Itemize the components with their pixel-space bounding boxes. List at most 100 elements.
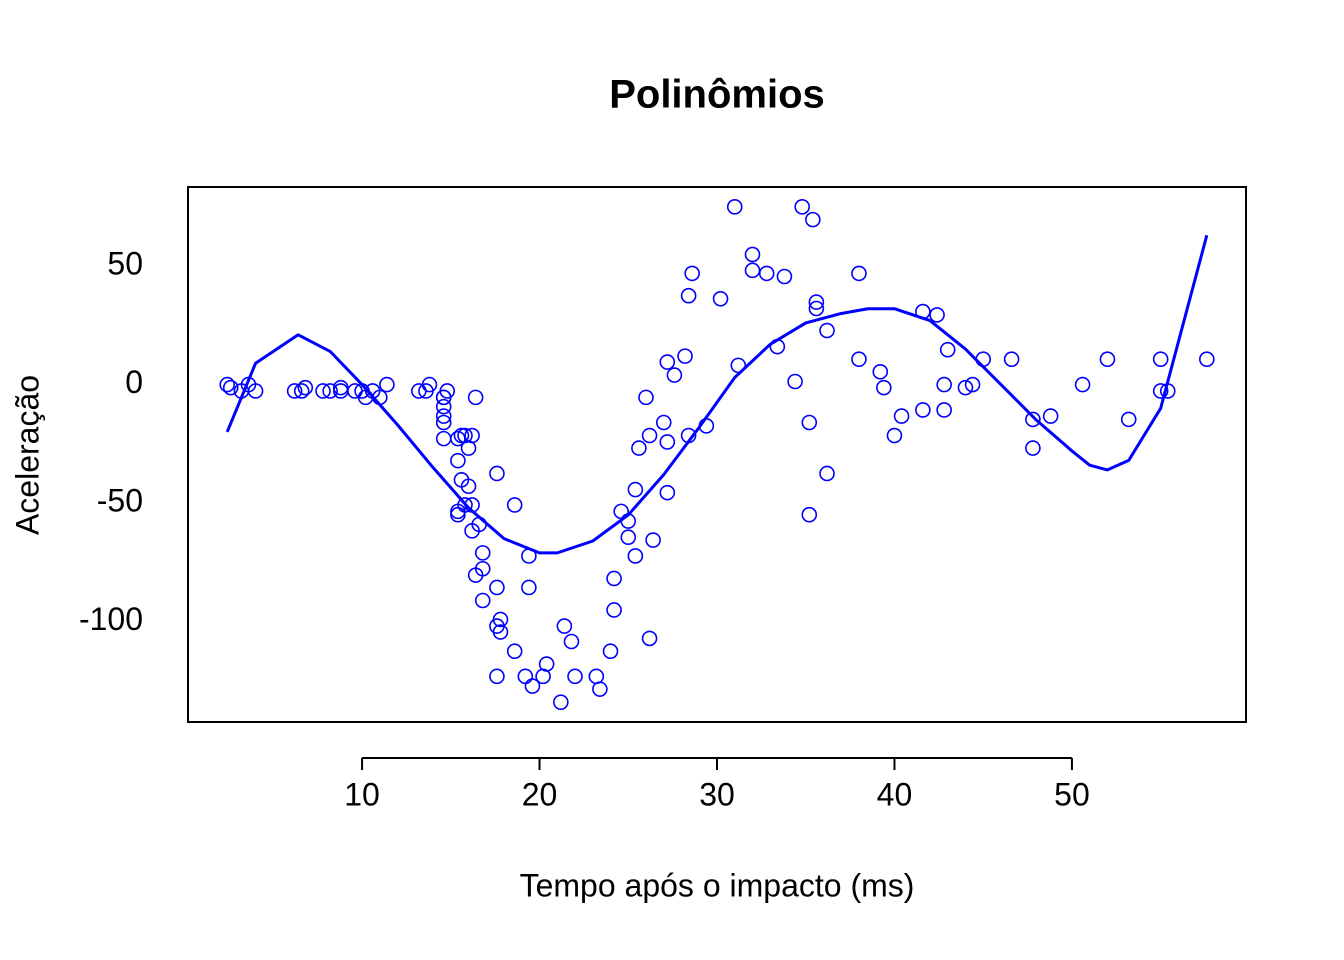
point bbox=[659, 354, 676, 370]
point bbox=[315, 383, 331, 399]
point bbox=[435, 398, 452, 415]
point bbox=[726, 199, 743, 215]
point bbox=[222, 379, 239, 396]
point bbox=[464, 427, 480, 444]
point bbox=[805, 211, 821, 228]
point bbox=[641, 427, 658, 444]
point bbox=[801, 506, 818, 523]
plot-frame bbox=[187, 186, 1247, 723]
point bbox=[1199, 351, 1215, 368]
point bbox=[851, 351, 867, 368]
point bbox=[776, 268, 793, 285]
point bbox=[517, 668, 534, 685]
point bbox=[666, 367, 683, 383]
point bbox=[712, 290, 729, 307]
x-tick-label: 40 bbox=[877, 776, 913, 812]
point bbox=[474, 592, 491, 609]
point bbox=[556, 618, 573, 634]
point bbox=[915, 402, 931, 418]
point bbox=[489, 465, 505, 482]
point bbox=[492, 624, 509, 640]
point bbox=[964, 376, 981, 393]
chart-title: Polinômios bbox=[609, 73, 825, 117]
x-axis-label: Tempo após o impacto (ms) bbox=[520, 867, 915, 903]
point bbox=[758, 265, 775, 282]
point bbox=[567, 668, 583, 685]
point bbox=[659, 434, 676, 450]
point bbox=[379, 376, 395, 393]
point bbox=[506, 643, 523, 660]
point bbox=[808, 294, 825, 310]
point bbox=[939, 341, 956, 358]
point bbox=[677, 348, 693, 364]
point bbox=[808, 300, 825, 317]
point bbox=[1152, 351, 1169, 368]
point bbox=[1099, 351, 1116, 368]
point bbox=[893, 408, 910, 424]
point bbox=[851, 265, 867, 282]
point bbox=[638, 389, 654, 406]
point bbox=[744, 246, 761, 263]
point bbox=[1003, 351, 1020, 368]
point bbox=[435, 408, 452, 424]
point bbox=[1042, 408, 1059, 424]
point bbox=[886, 427, 903, 444]
point bbox=[627, 481, 644, 498]
point bbox=[957, 379, 974, 396]
point bbox=[872, 363, 889, 380]
point bbox=[474, 545, 491, 561]
x-tick-label: 30 bbox=[699, 776, 735, 812]
point bbox=[627, 548, 644, 564]
x-tick-label: 50 bbox=[1054, 776, 1090, 812]
point bbox=[1074, 376, 1091, 393]
point bbox=[563, 633, 580, 650]
point bbox=[489, 668, 505, 685]
point bbox=[450, 430, 466, 447]
point bbox=[620, 529, 637, 546]
point bbox=[684, 265, 700, 282]
point bbox=[631, 440, 647, 456]
point bbox=[450, 452, 466, 469]
point bbox=[819, 465, 835, 482]
point bbox=[439, 383, 456, 399]
point bbox=[460, 478, 477, 495]
point bbox=[524, 678, 541, 694]
point bbox=[659, 484, 676, 501]
point bbox=[876, 379, 892, 396]
point bbox=[467, 389, 484, 406]
point bbox=[322, 383, 338, 399]
point bbox=[457, 497, 473, 513]
point bbox=[936, 376, 952, 393]
point bbox=[286, 383, 303, 399]
point bbox=[450, 506, 466, 523]
point bbox=[1025, 411, 1041, 428]
fit-line bbox=[225, 234, 1209, 555]
point bbox=[645, 532, 661, 548]
point bbox=[975, 351, 992, 368]
point bbox=[592, 681, 608, 697]
point bbox=[297, 379, 314, 396]
point bbox=[492, 611, 509, 628]
x-tick-label: 10 bbox=[344, 776, 380, 812]
point bbox=[332, 383, 349, 399]
point bbox=[794, 199, 810, 215]
point bbox=[474, 560, 491, 577]
y-tick-label: -50 bbox=[97, 483, 143, 519]
point bbox=[787, 373, 803, 390]
point bbox=[929, 307, 945, 323]
point bbox=[435, 414, 452, 431]
point bbox=[606, 570, 622, 587]
point bbox=[744, 262, 761, 279]
point bbox=[588, 668, 605, 685]
point bbox=[435, 430, 452, 447]
point bbox=[421, 376, 438, 393]
point bbox=[553, 694, 569, 710]
point bbox=[453, 427, 470, 444]
point bbox=[801, 414, 818, 431]
y-tick-label: 0 bbox=[125, 364, 143, 400]
y-tick-label: -100 bbox=[79, 601, 143, 637]
point bbox=[247, 383, 264, 399]
point bbox=[538, 656, 555, 672]
point bbox=[1025, 440, 1041, 456]
